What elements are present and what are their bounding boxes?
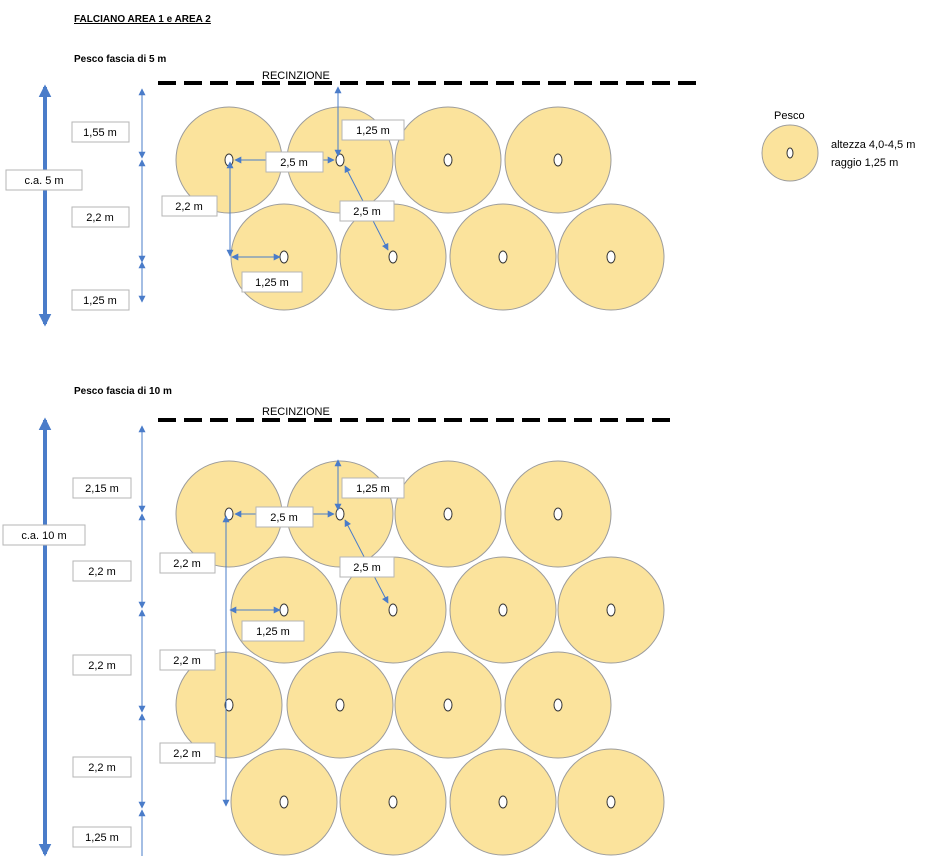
callout-box [341, 477, 405, 499]
tree-trunk [335, 698, 345, 712]
spacing-label: 1,25 m [85, 832, 119, 844]
tree-trunk [279, 603, 289, 617]
spacing-box [72, 477, 132, 499]
callout-label: 2,2 m [173, 558, 201, 570]
callout-label: 2,2 m [173, 748, 201, 760]
section-heading: Pesco fascia di 5 m [74, 54, 166, 65]
tree-trunk [443, 153, 453, 167]
spacing-box [71, 206, 130, 228]
spacing-box [71, 121, 130, 143]
callout-label: 2,5 m [353, 562, 381, 574]
spacing-box [72, 654, 132, 676]
callout-box [161, 195, 218, 217]
fence-label: RECINZIONE [262, 406, 330, 418]
spacing-label: 2,2 m [88, 566, 116, 578]
tree-trunk [279, 250, 289, 264]
section-5m: Pesco fascia di 5 m RECINZIONE c.a. 5 m [5, 54, 700, 327]
callout-label: 2,5 m [353, 206, 381, 218]
tree-trunk [279, 795, 289, 809]
tree-grid [175, 460, 665, 856]
callout-box [265, 151, 324, 173]
spacing-label: 2,2 m [86, 212, 114, 224]
spacing-label: 2,2 m [88, 762, 116, 774]
tree-trunk [498, 603, 508, 617]
legend-radius: raggio 1,25 m [831, 157, 898, 169]
tree-grid [175, 106, 665, 311]
callout-label: 2,2 m [173, 655, 201, 667]
legend-tree-trunk [786, 147, 794, 159]
tree-trunk [224, 153, 234, 167]
legend: Pesco altezza 4,0-4,5 m raggio 1,25 m [761, 110, 915, 182]
total-width-box [5, 169, 83, 191]
spacing-label: 1,25 m [83, 295, 117, 307]
tree-trunk [553, 698, 563, 712]
callout-box [159, 552, 216, 574]
callout-label: 2,2 m [175, 201, 203, 213]
tree-trunk [498, 795, 508, 809]
callout-label: 1,25 m [255, 277, 289, 289]
section-10m: Pesco fascia di 10 m RECINZIONE [2, 386, 672, 857]
fence-label: RECINZIONE [262, 70, 330, 82]
tree-trunk [388, 250, 398, 264]
section-heading: Pesco fascia di 10 m [74, 386, 172, 397]
tree-trunk [606, 795, 616, 809]
spacing-box [71, 289, 130, 311]
legend-height: altezza 4,0-4,5 m [831, 139, 915, 151]
total-width-label: c.a. 10 m [21, 530, 66, 542]
tree-trunk [335, 153, 345, 167]
spacing-label: 1,55 m [83, 127, 117, 139]
tree-trunk [388, 603, 398, 617]
callout-box [241, 271, 303, 293]
tree-trunk [553, 507, 563, 521]
tree-trunk [606, 603, 616, 617]
callout-label: 2,5 m [280, 157, 308, 169]
callout-label: 1,25 m [356, 483, 390, 495]
total-width-box [2, 524, 86, 546]
callout-box [159, 742, 216, 764]
callout-label: 2,5 m [270, 512, 298, 524]
callout-box [241, 620, 305, 642]
tree-trunk [335, 507, 345, 521]
tree-trunk [388, 795, 398, 809]
spacing-box [72, 560, 132, 582]
spacing-label: 2,2 m [88, 660, 116, 672]
tree-trunk [553, 153, 563, 167]
tree-trunk [498, 250, 508, 264]
spacing-box [72, 756, 132, 778]
callout-box [339, 556, 395, 578]
spacing-label: 2,15 m [85, 483, 119, 495]
total-width-label: c.a. 5 m [24, 175, 63, 187]
callout-label: 1,25 m [256, 626, 290, 638]
callout-label: 1,25 m [356, 125, 390, 137]
callout-box [159, 649, 216, 671]
tree-trunk [443, 698, 453, 712]
tree-trunk [606, 250, 616, 264]
callout-box [341, 119, 405, 141]
callout-box [255, 506, 314, 528]
page-title: FALCIANO AREA 1 e AREA 2 [74, 14, 211, 25]
legend-title: Pesco [774, 110, 805, 122]
callout-box [339, 200, 395, 222]
spacing-box [72, 826, 132, 848]
tree-trunk [443, 507, 453, 521]
